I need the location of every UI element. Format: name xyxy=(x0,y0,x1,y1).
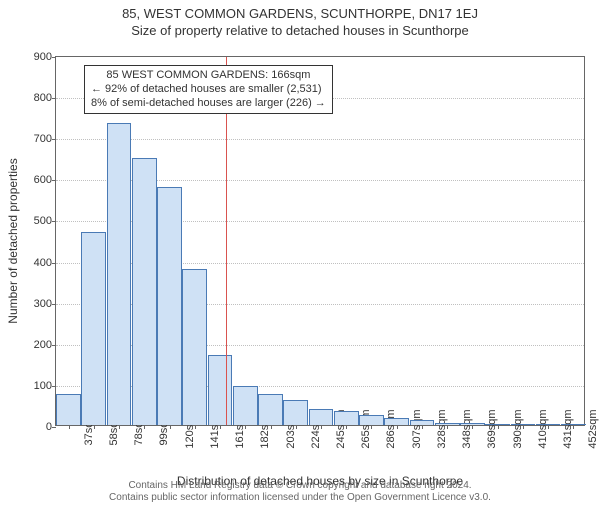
y-tick-mark xyxy=(52,180,56,181)
y-tick-label: 700 xyxy=(34,133,52,145)
chart-title-main: 85, WEST COMMON GARDENS, SCUNTHORPE, DN1… xyxy=(0,6,600,21)
y-tick-label: 400 xyxy=(34,257,52,269)
y-tick-label: 300 xyxy=(34,298,52,310)
y-tick-label: 600 xyxy=(34,174,52,186)
footer-line-1: Contains HM Land Registry data © Crown c… xyxy=(0,480,600,492)
chart-container: 010020030040050060070080090037sqm58sqm78… xyxy=(55,56,585,426)
histogram-bar xyxy=(132,158,157,425)
x-tick-label: 452sqm xyxy=(573,409,599,448)
y-tick-mark xyxy=(52,221,56,222)
y-tick-mark xyxy=(52,263,56,264)
chart-footer: Contains HM Land Registry data © Crown c… xyxy=(0,480,600,504)
x-tick-label: 307sqm xyxy=(397,409,423,448)
y-tick-label: 200 xyxy=(34,339,52,351)
annotation-box: 85 WEST COMMON GARDENS: 166sqm← 92% of d… xyxy=(84,65,333,114)
chart-title-sub: Size of property relative to detached ho… xyxy=(0,23,600,38)
y-tick-mark xyxy=(52,345,56,346)
histogram-bar xyxy=(182,269,207,425)
y-tick-mark xyxy=(52,98,56,99)
y-axis-label: Number of detached properties xyxy=(6,158,20,323)
histogram-bar xyxy=(81,232,106,425)
y-tick-mark xyxy=(52,57,56,58)
x-tick-label: 410sqm xyxy=(523,409,549,448)
x-tick-label: 328sqm xyxy=(422,409,448,448)
y-tick-mark xyxy=(52,386,56,387)
y-tick-mark xyxy=(52,304,56,305)
annotation-line: 8% of semi-detached houses are larger (2… xyxy=(91,97,326,111)
y-tick-label: 500 xyxy=(34,215,52,227)
y-tick-label: 100 xyxy=(34,380,52,392)
annotation-line: 85 WEST COMMON GARDENS: 166sqm xyxy=(91,69,326,83)
x-tick-label: 390sqm xyxy=(498,409,524,448)
histogram-bar xyxy=(157,187,182,425)
histogram-bar xyxy=(107,123,132,425)
x-tick-label: 431sqm xyxy=(548,409,574,448)
footer-line-2: Contains public sector information licen… xyxy=(0,492,600,504)
gridline xyxy=(56,139,584,140)
y-tick-mark xyxy=(52,427,56,428)
y-tick-label: 800 xyxy=(34,92,52,104)
y-tick-mark xyxy=(52,139,56,140)
y-tick-label: 900 xyxy=(34,51,52,63)
y-tick-label: 0 xyxy=(46,421,52,433)
x-tick-label: 348sqm xyxy=(447,409,473,448)
x-tick-label: 286sqm xyxy=(371,409,397,448)
plot-area: 010020030040050060070080090037sqm58sqm78… xyxy=(55,56,585,426)
x-tick-label: 369sqm xyxy=(472,409,498,448)
annotation-line: ← 92% of detached houses are smaller (2,… xyxy=(91,83,326,97)
